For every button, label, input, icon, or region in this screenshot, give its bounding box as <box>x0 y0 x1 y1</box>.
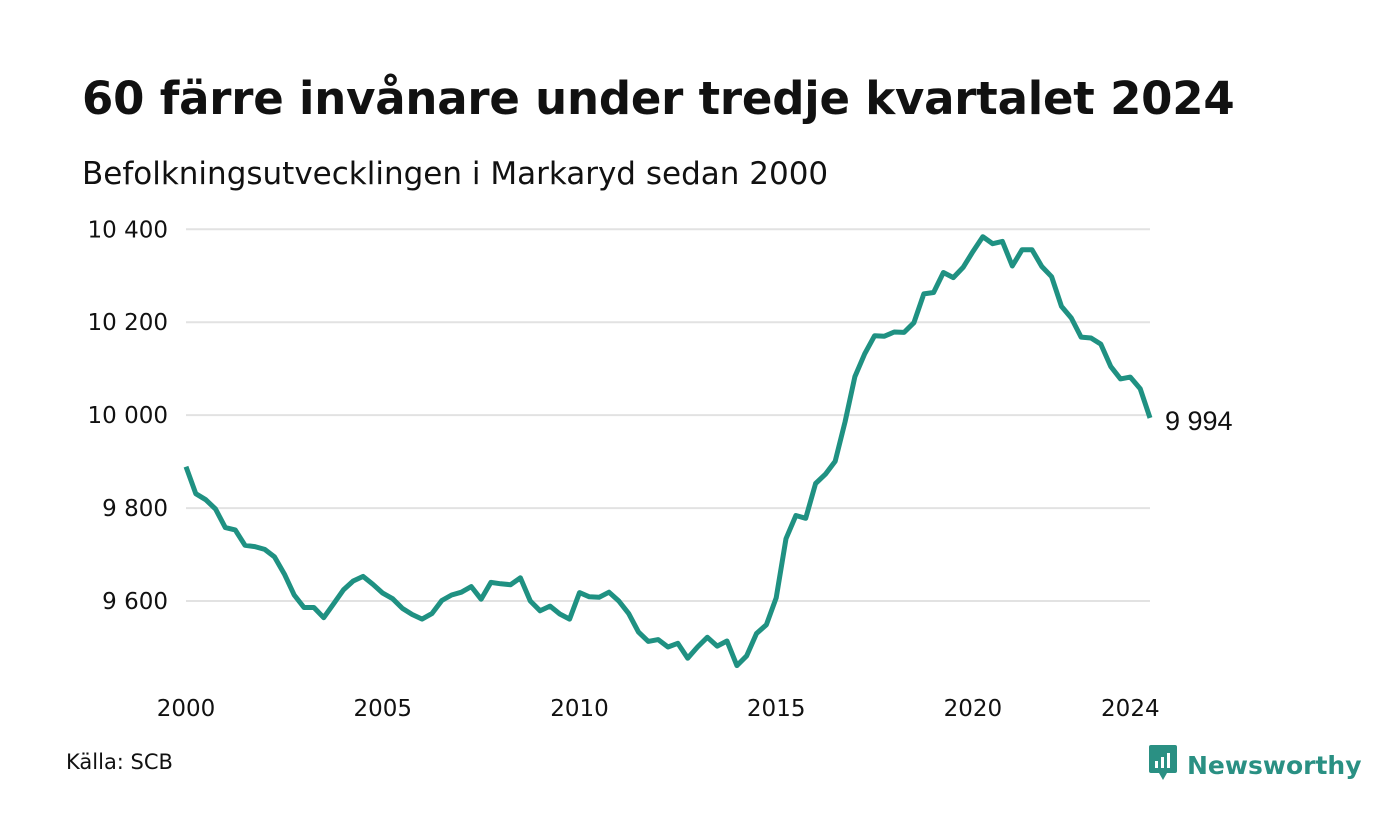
series-line <box>183 234 1153 669</box>
x-tick-label: 2010 <box>550 696 609 722</box>
x-axis-ticks: 2000 2005 2010 2015 2020 2024 <box>157 696 1160 722</box>
brand-logo: Newsworthy <box>1148 744 1362 786</box>
y-tick-label: 10 200 <box>88 310 168 336</box>
source-note: Källa: SCB <box>66 750 173 774</box>
y-tick-label: 10 400 <box>88 217 168 243</box>
chart-title: 60 färre invånare under tredje kvartalet… <box>82 72 1235 125</box>
gridlines <box>186 228 1150 603</box>
y-tick-label: 9 600 <box>102 589 168 615</box>
x-tick-label: 2005 <box>353 696 412 722</box>
series-layer <box>183 234 1153 669</box>
end-value-label: 9 994 <box>1165 406 1233 436</box>
x-tick-label: 2000 <box>157 696 216 722</box>
x-tick-label: 2024 <box>1101 696 1160 722</box>
y-axis-ticks: 9 600 9 800 10 000 10 200 10 400 <box>88 217 168 615</box>
x-tick-label: 2015 <box>747 696 806 722</box>
brand-name: Newsworthy <box>1187 750 1362 780</box>
newsworthy-logo-icon <box>1148 744 1178 786</box>
x-tick-label: 2020 <box>944 696 1003 722</box>
y-tick-label: 10 000 <box>88 403 168 429</box>
chart-subtitle: Befolkningsutvecklingen i Markaryd sedan… <box>82 156 829 192</box>
y-tick-label: 9 800 <box>102 496 168 522</box>
